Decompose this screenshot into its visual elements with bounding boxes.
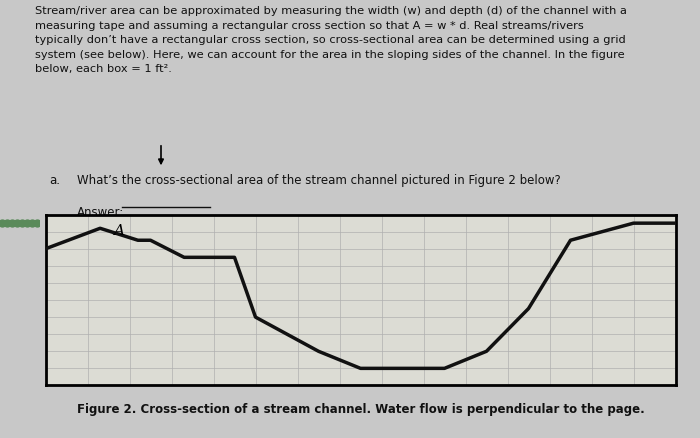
Text: A: A [113, 224, 124, 238]
Text: What’s the cross-sectional area of the stream channel pictured in Figure 2 below: What’s the cross-sectional area of the s… [77, 174, 561, 187]
Text: Stream/river area can be approximated by measuring the width (w) and depth (d) o: Stream/river area can be approximated by… [35, 6, 627, 74]
Text: a.: a. [49, 174, 60, 187]
Text: Figure 2. Cross-section of a stream channel. Water flow is perpendicular to the : Figure 2. Cross-section of a stream chan… [76, 403, 645, 416]
Text: Answer:: Answer: [77, 206, 125, 219]
